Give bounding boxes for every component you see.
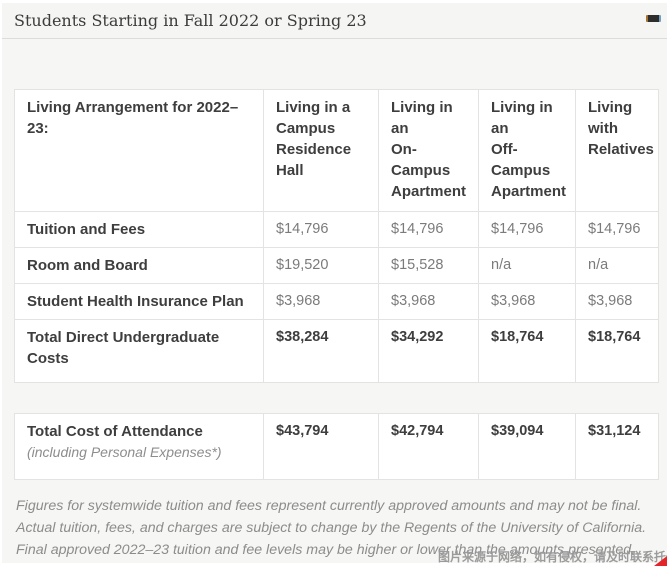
- accordion-title: Students Starting in Fall 2022 or Spring…: [14, 11, 367, 30]
- total-cost-label: Total Cost of Attendance: [27, 423, 203, 440]
- table-row-tuition-fees: Tuition and Fees $14,796 $14,796 $14,796…: [14, 211, 659, 248]
- row-label: Room and Board: [14, 247, 264, 284]
- collapse-minus-icon[interactable]: [646, 15, 661, 22]
- cost-value: $3,968: [263, 283, 379, 320]
- cost-value: $18,764: [478, 319, 576, 383]
- column-header-with-relatives: Living with Relatives: [575, 89, 659, 212]
- cost-value: $18,764: [575, 319, 659, 383]
- cost-value: $19,520: [263, 247, 379, 284]
- accordion-panel: Living Arrangement for 2022– 23: Living …: [2, 39, 667, 563]
- column-header-residence-hall: Living in a Campus Residence Hall: [263, 89, 379, 212]
- column-header-on-campus-apartment: Living in an On- Campus Apartment: [378, 89, 479, 212]
- cost-value: n/a: [478, 247, 576, 284]
- cost-table: Living Arrangement for 2022– 23: Living …: [14, 89, 659, 383]
- cost-value: $14,796: [478, 211, 576, 248]
- cost-value: $34,292: [378, 319, 479, 383]
- cost-value: $38,284: [263, 319, 379, 383]
- corner-red-mark: [654, 556, 667, 566]
- accordion-header[interactable]: Students Starting in Fall 2022 or Spring…: [2, 3, 667, 39]
- cost-value: $14,796: [263, 211, 379, 248]
- total-cost-sublabel: (including Personal Expenses*): [27, 444, 222, 460]
- cost-value: $15,528: [378, 247, 479, 284]
- cost-value: $3,968: [575, 283, 659, 320]
- cost-value: $31,124: [575, 413, 659, 480]
- cost-value: $42,794: [378, 413, 479, 480]
- watermark-text: 图片来源于网络，如有侵权，请及时联系托普仕留学删除: [438, 550, 667, 564]
- row-label: Total Cost of Attendance (including Pers…: [14, 413, 264, 480]
- cost-value: $3,968: [378, 283, 479, 320]
- table-row-health-insurance: Student Health Insurance Plan $3,968 $3,…: [14, 283, 659, 320]
- row-label: Total Direct Undergraduate Costs: [14, 319, 264, 383]
- cost-value: $3,968: [478, 283, 576, 320]
- cost-value: $14,796: [378, 211, 479, 248]
- total-cost-table: Total Cost of Attendance (including Pers…: [14, 413, 659, 480]
- column-header-off-campus-apartment: Living in an Off- Campus Apartment: [478, 89, 576, 212]
- row-label: Tuition and Fees: [14, 211, 264, 248]
- table-row-total-cost-attendance: Total Cost of Attendance (including Pers…: [14, 413, 659, 480]
- cost-value: $39,094: [478, 413, 576, 480]
- row-label: Student Health Insurance Plan: [14, 283, 264, 320]
- table-row-total-direct-costs: Total Direct Undergraduate Costs $38,284…: [14, 319, 659, 383]
- table-header-row: Living Arrangement for 2022– 23: Living …: [14, 89, 659, 212]
- cost-value: n/a: [575, 247, 659, 284]
- cost-value: $14,796: [575, 211, 659, 248]
- disclaimer-text: Figures for systemwide tuition and fees …: [16, 498, 647, 558]
- column-header-living-arrangement: Living Arrangement for 2022– 23:: [14, 89, 264, 212]
- table-row-room-board: Room and Board $19,520 $15,528 n/a n/a: [14, 247, 659, 284]
- cost-value: $43,794: [263, 413, 379, 480]
